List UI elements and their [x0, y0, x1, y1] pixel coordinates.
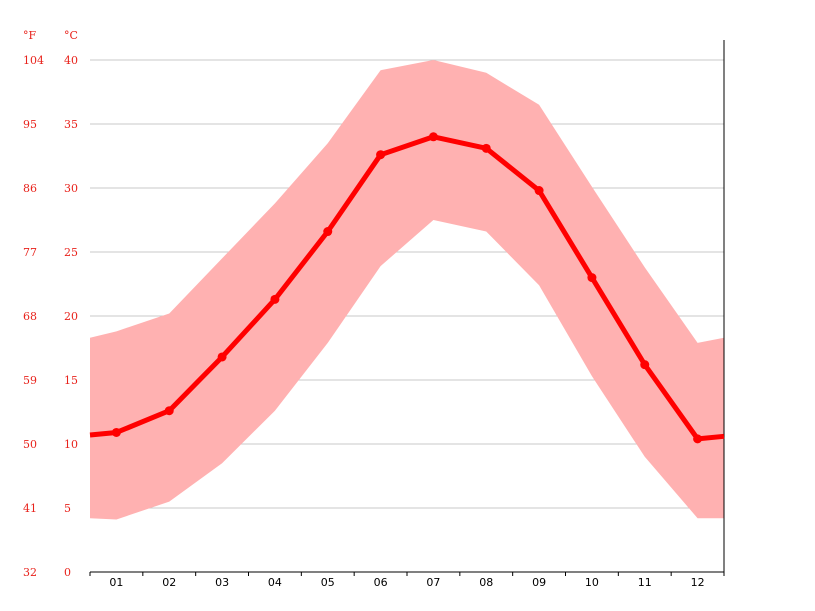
y-tick-celsius-15: 15	[64, 374, 78, 387]
month-label-12: 12	[691, 576, 705, 589]
month-label-07: 07	[426, 576, 440, 589]
average-point-11	[640, 360, 650, 370]
y-tick-celsius-25: 25	[64, 246, 78, 259]
y-tick-celsius-35: 35	[64, 118, 78, 131]
average-temperature-line	[89, 134, 725, 442]
month-label-01: 01	[109, 576, 123, 589]
average-point-07	[428, 132, 438, 142]
month-label-06: 06	[374, 576, 388, 589]
y-tick-celsius-10: 10	[64, 438, 78, 451]
month-label-10: 10	[585, 576, 599, 589]
average-point-04	[270, 294, 280, 304]
y-tick-fahrenheit-86: 86	[23, 182, 37, 195]
month-label-02: 02	[162, 576, 176, 589]
average-point-09	[534, 186, 544, 196]
average-point-12	[693, 434, 703, 444]
y-tick-fahrenheit-50: 50	[23, 438, 37, 451]
min-max-band	[90, 60, 724, 520]
average-point-10	[587, 273, 597, 283]
y-tick-fahrenheit-41: 41	[23, 502, 37, 515]
average-point-03	[217, 352, 227, 362]
y-tick-fahrenheit-104: 104	[23, 54, 44, 67]
y-tick-celsius-5: 5	[64, 502, 71, 515]
average-point-01	[111, 427, 121, 437]
month-label-11: 11	[638, 576, 652, 589]
y-tick-fahrenheit-32: 32	[23, 566, 37, 579]
month-label-03: 03	[215, 576, 229, 589]
y-tick-celsius-0: 0	[64, 566, 71, 579]
month-label-05: 05	[321, 576, 335, 589]
y-tick-celsius-30: 30	[64, 182, 78, 195]
average-point-05	[323, 227, 333, 237]
y-tick-fahrenheit-77: 77	[23, 246, 37, 259]
y-tick-fahrenheit-95: 95	[23, 118, 37, 131]
y-tick-celsius-40: 40	[64, 54, 78, 67]
celsius-unit-label: °C	[64, 29, 78, 42]
month-label-08: 08	[479, 576, 493, 589]
y-tick-celsius-20: 20	[64, 310, 78, 323]
average-point-08	[481, 143, 491, 153]
y-tick-fahrenheit-59: 59	[23, 374, 37, 387]
average-point-06	[376, 150, 386, 160]
fahrenheit-unit-label: °F	[23, 29, 37, 42]
y-tick-fahrenheit-68: 68	[23, 310, 37, 323]
average-point-02	[164, 406, 174, 416]
month-label-09: 09	[532, 576, 546, 589]
month-label-04: 04	[268, 576, 282, 589]
